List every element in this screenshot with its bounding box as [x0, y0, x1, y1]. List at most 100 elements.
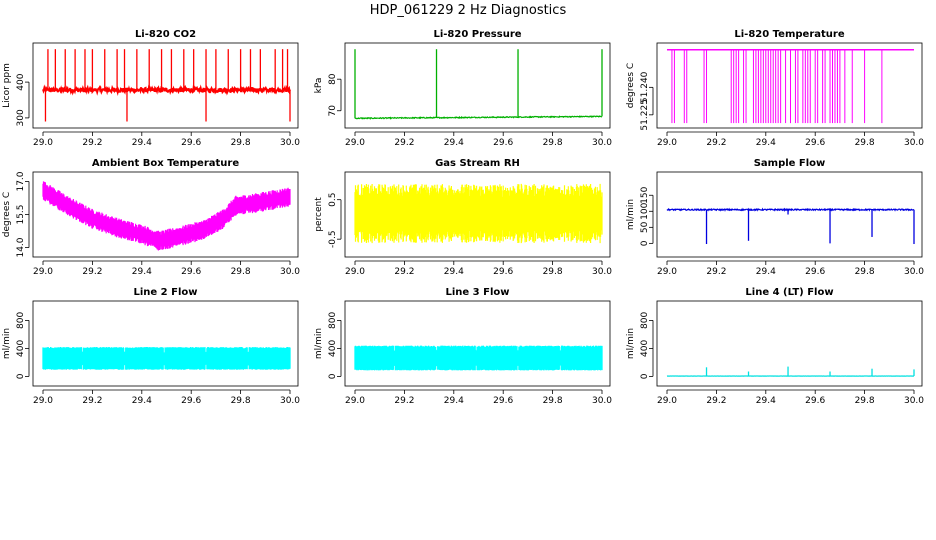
x-tick-label: 29.8 — [855, 396, 875, 406]
series-band-line3 — [354, 345, 603, 371]
plot-frame-rh — [344, 171, 611, 258]
series-line-sample-flow — [666, 207, 914, 212]
x-tick-label: 29.6 — [493, 267, 513, 277]
series-band-rh — [354, 183, 603, 244]
panel-rh: Gas Stream RH 29.0 29.2 29.4 29.6 29.8 30.0 -0.… — [314, 158, 612, 277]
y-tick-label: 400 — [328, 340, 338, 357]
y-tick-label: 17.0 — [16, 171, 26, 191]
x-tick-label: 29.8 — [543, 267, 563, 277]
x-axis-rh: 29.0 29.2 29.4 29.6 29.8 30.0 — [345, 260, 612, 277]
series-pressure — [354, 49, 603, 120]
x-tick-label: 29.8 — [543, 396, 563, 406]
x-tick-label: 30.0 — [904, 138, 924, 148]
x-tick-label: 29.8 — [855, 267, 875, 277]
series-rh — [354, 183, 603, 244]
x-tick-label: 29.2 — [394, 267, 414, 277]
x-tick-label: 29.6 — [181, 396, 201, 406]
y-tick-label: 51.225 — [640, 99, 650, 131]
panel-title-sample-flow: Sample Flow — [754, 158, 826, 169]
y-axis-label-sample-flow: ml/min — [626, 199, 636, 230]
x-tick-label: 29.0 — [345, 138, 365, 148]
x-tick-label: 29.8 — [231, 396, 251, 406]
plot-frame-line2 — [32, 300, 299, 387]
y-tick-label: 14.0 — [16, 237, 26, 257]
x-tick-label: 29.0 — [33, 396, 53, 406]
y-tick-label: 0 — [328, 373, 338, 379]
x-tick-label: 29.4 — [756, 138, 776, 148]
series-licor-temp — [667, 49, 914, 124]
x-tick-label: 29.4 — [444, 138, 464, 148]
x-tick-label: 29.2 — [394, 396, 414, 406]
y-tick-label: 800 — [640, 312, 650, 329]
x-tick-label: 30.0 — [592, 267, 612, 277]
series-band-box-temp — [42, 181, 291, 251]
x-axis-line4: 29.0 29.2 29.4 29.6 29.8 30.0 — [657, 389, 924, 406]
x-tick-label: 29.4 — [444, 396, 464, 406]
panel-title-box-temp: Ambient Box Temperature — [92, 158, 239, 169]
series-line2 — [42, 347, 291, 370]
plot-frame-sample-flow — [656, 171, 923, 258]
x-tick-label: 29.6 — [493, 396, 513, 406]
x-tick-label: 29.4 — [756, 267, 776, 277]
x-tick-label: 29.2 — [706, 396, 726, 406]
y-tick-label: 400 — [16, 73, 26, 90]
y-axis-label-rh: percent — [314, 197, 324, 232]
x-axis-line3: 29.0 29.2 29.4 29.6 29.8 30.0 — [345, 389, 612, 406]
series-line-co2 — [42, 84, 291, 97]
y-axis-co2: 300 400 — [16, 73, 30, 127]
plot-frame-pressure — [344, 42, 611, 129]
y-tick-label: 80 — [328, 73, 338, 85]
x-axis-box-temp: 29.0 29.2 29.4 29.6 29.8 30.0 — [33, 260, 300, 277]
series-line-pressure — [354, 114, 602, 120]
panel-line2: Line 2 Flow 29.0 29.2 29.4 29.6 29.8 30.0 0 400 8… — [2, 287, 300, 406]
panel-line3: Line 3 Flow 29.0 29.2 29.4 29.6 29.8 30.0 0 400 8… — [314, 287, 612, 406]
y-tick-label: 0 — [640, 373, 650, 379]
y-tick-label: 800 — [16, 312, 26, 329]
x-axis-line2: 29.0 29.2 29.4 29.6 29.8 30.0 — [33, 389, 300, 406]
series-band-line2 — [42, 347, 291, 370]
y-tick-label: 0 — [640, 240, 650, 246]
x-tick-label: 29.6 — [493, 138, 513, 148]
y-tick-label: 400 — [16, 340, 26, 357]
y-axis-line3: 0 400 800 — [328, 312, 342, 379]
x-tick-label: 29.0 — [345, 267, 365, 277]
y-axis-rh: -0.5 0.5 — [328, 193, 342, 248]
x-tick-label: 30.0 — [592, 396, 612, 406]
y-tick-label: 0.5 — [328, 193, 338, 207]
series-line4 — [666, 366, 915, 377]
panel-co2: Li-820 CO2 29.0 29.2 29.4 29.6 29.8 30.0 300 400… — [2, 29, 300, 148]
x-tick-label: 29.8 — [231, 138, 251, 148]
x-tick-label: 29.0 — [33, 138, 53, 148]
y-tick-label: 0 — [16, 373, 26, 379]
x-tick-label: 30.0 — [280, 267, 300, 277]
series-sample-flow — [666, 207, 915, 245]
x-tick-label: 29.2 — [82, 138, 102, 148]
x-tick-label: 29.4 — [756, 396, 776, 406]
y-tick-label: 70 — [328, 105, 338, 117]
y-axis-line4: 0 400 800 — [640, 312, 654, 379]
x-tick-label: 29.0 — [345, 396, 365, 406]
y-tick-label: 300 — [16, 109, 26, 126]
x-tick-label: 29.2 — [82, 267, 102, 277]
x-axis-sample-flow: 29.0 29.2 29.4 29.6 29.8 30.0 — [657, 260, 924, 277]
x-axis-licor-temp: 29.0 29.2 29.4 29.6 29.8 30.0 — [657, 131, 924, 148]
y-axis-label-co2: Licor ppm — [2, 63, 12, 108]
y-axis-line2: 0 400 800 — [16, 312, 30, 379]
panel-title-line3: Line 3 Flow — [446, 287, 510, 298]
page-title: HDP_061229 2 Hz Diagnostics — [370, 3, 567, 18]
x-tick-label: 29.4 — [132, 396, 152, 406]
x-tick-label: 30.0 — [904, 267, 924, 277]
panel-title-pressure: Li-820 Pressure — [433, 29, 521, 40]
x-tick-label: 29.2 — [706, 267, 726, 277]
panel-title-rh: Gas Stream RH — [435, 158, 520, 169]
y-axis-label-line3: ml/min — [314, 328, 324, 359]
plot-frame-line3 — [344, 300, 611, 387]
y-axis-label-line4: ml/min — [626, 328, 636, 359]
panel-title-co2: Li-820 CO2 — [135, 29, 196, 40]
panel-title-line4: Line 4 (LT) Flow — [745, 287, 833, 298]
panel-licor-temp: Li-820 Temperature 29.0 29.2 29.4 29.6 29.8 30… — [626, 29, 924, 148]
x-tick-label: 30.0 — [280, 396, 300, 406]
